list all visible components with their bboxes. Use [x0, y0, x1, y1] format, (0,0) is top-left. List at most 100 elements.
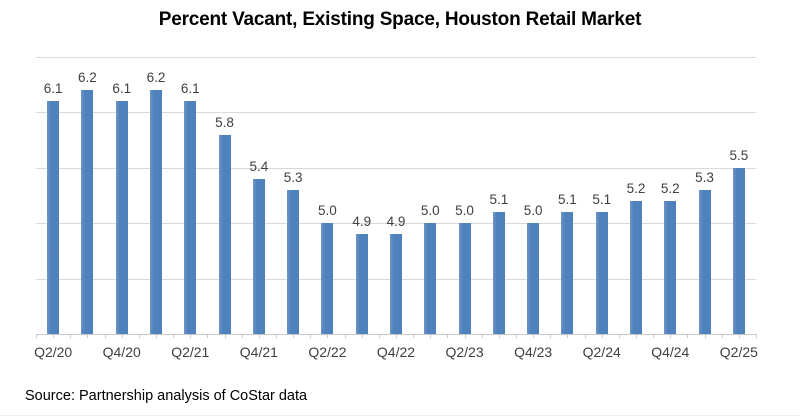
bar-value-label: 5.4	[249, 158, 269, 174]
bar-value-label: 5.0	[420, 203, 440, 219]
bar-value-label: 4.9	[386, 214, 406, 230]
x-axis-tick	[138, 334, 140, 338]
bar-value-label: 5.0	[318, 203, 337, 219]
bar-8	[321, 223, 334, 334]
bar-19	[698, 189, 711, 334]
bar-14	[527, 223, 540, 334]
bar-1	[81, 90, 94, 334]
bar-7	[287, 189, 300, 334]
x-axis-tick	[447, 334, 449, 338]
x-axis-tick	[293, 334, 295, 338]
bar-value-label: 5.0	[455, 203, 474, 219]
bar-3	[150, 90, 162, 334]
x-axis-label: Q4/21	[239, 344, 278, 360]
x-axis-tick	[361, 334, 363, 338]
bar-13	[492, 212, 505, 334]
gridline	[36, 57, 756, 58]
bar-value-label: 6.2	[78, 70, 97, 86]
bar-value-label: 6.1	[180, 81, 200, 97]
x-axis-label: Q2/21	[171, 344, 210, 360]
x-axis-label: Q4/24	[651, 344, 690, 360]
x-axis-tick	[70, 334, 72, 338]
x-axis-tick	[104, 334, 106, 338]
x-axis-tick	[550, 334, 552, 338]
x-axis-tick	[464, 334, 466, 338]
x-axis-label: Q4/23	[514, 344, 553, 360]
bar-value-label: 6.1	[43, 81, 63, 97]
bar-2	[115, 101, 128, 334]
x-axis-tick	[258, 334, 260, 338]
x-axis-tick	[378, 334, 380, 338]
x-axis-label: Q4/20	[102, 344, 141, 360]
bar-0	[47, 101, 60, 334]
x-axis-tick	[87, 334, 89, 338]
plot-area: 6.1 6.2 6.1 6.2 6.1 5.8 5.4 5.3 5.0 4.9 4.9 5.0 5.0 5…	[34, 57, 758, 360]
x-axis-tick	[413, 334, 415, 338]
x-axis-tick	[721, 334, 723, 338]
x-axis-tick	[224, 334, 226, 338]
gridline	[36, 112, 756, 114]
bar-value-label: 4.9	[352, 214, 372, 230]
x-axis-label: Q2/20	[34, 344, 73, 360]
x-axis-tick	[241, 334, 243, 338]
x-axis-tick	[584, 334, 586, 338]
bar-value-label: 5.8	[215, 114, 234, 130]
x-axis-tick	[498, 334, 500, 338]
gridline	[36, 223, 756, 225]
x-axis-tick	[121, 334, 123, 338]
bar-10	[390, 234, 402, 334]
x-axis-tick	[327, 334, 329, 338]
bar-18	[664, 201, 677, 334]
bar-value-label: 5.2	[626, 181, 646, 197]
x-axis-tick	[156, 334, 157, 338]
x-axis-label: Q2/24	[582, 344, 621, 360]
x-axis-tick	[310, 334, 312, 338]
bar-value-label: 5.3	[695, 169, 714, 185]
bar-17	[630, 201, 642, 334]
bar-value-label: 6.2	[146, 70, 166, 86]
bar-value-label: 5.1	[558, 192, 577, 208]
bar-15	[561, 212, 574, 334]
bar-value-label: 5.1	[489, 192, 509, 208]
x-axis-tick	[704, 334, 706, 338]
x-axis-tick	[207, 334, 209, 338]
bar-12	[458, 223, 471, 334]
x-axis-tick	[190, 334, 192, 338]
x-axis-tick	[687, 334, 689, 338]
source-note: Source: Partnership analysis of CoStar d…	[25, 388, 308, 404]
bar-11	[424, 223, 437, 334]
x-axis-tick	[53, 334, 55, 338]
x-axis-tick	[636, 334, 637, 338]
bar-20	[732, 167, 745, 334]
x-axis-tick	[738, 334, 740, 338]
x-axis-tick	[36, 334, 37, 338]
x-axis-tick	[618, 334, 620, 338]
x-axis-tick	[344, 334, 346, 338]
bar-value-label: 5.3	[283, 169, 303, 185]
x-axis-tick	[653, 334, 655, 338]
bar-5	[218, 134, 231, 334]
x-axis-tick	[567, 334, 569, 338]
chart-bottom-edge	[0, 415, 800, 416]
bar-16	[595, 212, 608, 334]
bar-value-label: 5.1	[592, 192, 612, 208]
bar-4	[184, 101, 197, 334]
x-axis-tick	[276, 334, 277, 338]
bar-value-label: 5.0	[523, 203, 543, 219]
x-axis-label: Q4/22	[376, 344, 416, 360]
gridline	[36, 167, 756, 169]
x-axis-tick	[430, 334, 432, 338]
bar-value-label: 6.1	[112, 81, 132, 97]
x-axis-tick	[670, 334, 672, 338]
bar-value-label: 5.2	[660, 181, 680, 197]
x-axis-tick	[516, 334, 517, 338]
x-axis-tick	[173, 334, 175, 338]
x-axis-label: Q2/23	[445, 344, 484, 360]
bar-6	[252, 178, 265, 334]
x-axis-tick	[601, 334, 603, 338]
x-axis-tick	[481, 334, 483, 338]
x-axis-tick	[756, 334, 757, 338]
x-axis-label: Q2/22	[308, 344, 347, 360]
bar-9	[355, 234, 368, 334]
x-axis-tick	[396, 334, 397, 338]
